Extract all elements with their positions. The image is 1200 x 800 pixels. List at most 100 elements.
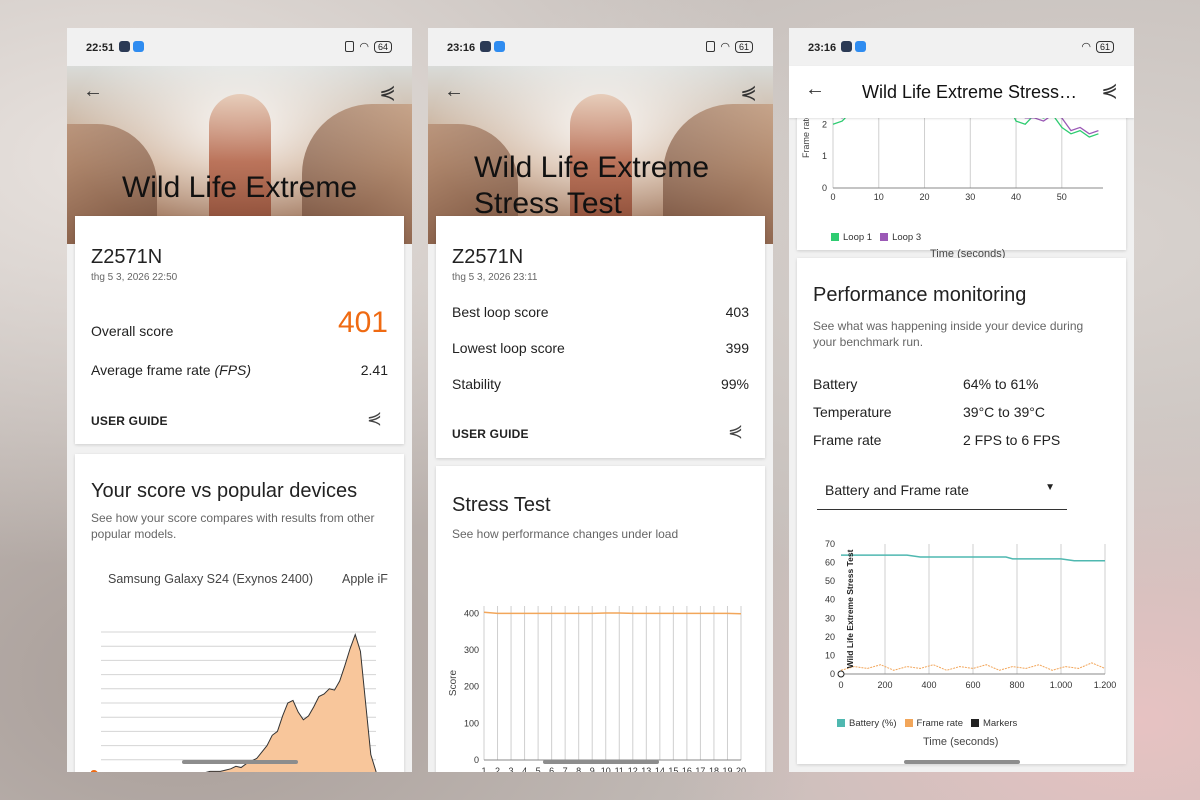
x-tick-label: 9 bbox=[590, 766, 595, 772]
wifi-icon: ◠ bbox=[1081, 41, 1091, 53]
wifi-icon: ◠ bbox=[720, 41, 730, 53]
user-guide-link[interactable]: USER GUIDE bbox=[452, 427, 529, 441]
lowest-loop-row: Lowest loop score 399 bbox=[452, 340, 749, 356]
y-tick-label: 10 bbox=[825, 650, 835, 660]
status-right: ◠ 61 bbox=[1081, 40, 1114, 53]
y-axis-title: Score bbox=[448, 670, 459, 697]
cloud-icon bbox=[494, 41, 505, 52]
x-tick-label: 800 bbox=[1009, 680, 1024, 690]
result-card: Z2571N thg 5 3, 2026 23:11 Best loop sco… bbox=[436, 216, 765, 458]
x-tick-label: 17 bbox=[695, 766, 705, 772]
fps-value: 2.41 bbox=[360, 362, 388, 378]
battery-frame-rate-chart: 0 10 20 30 40 50 60 70 0 200 400 600 800 1.000 1.200 Wi… bbox=[825, 540, 1117, 690]
frame-rate-label: Frame rate bbox=[813, 432, 882, 448]
x-tick-label: 20 bbox=[736, 766, 746, 772]
legend-text: Loop 1 bbox=[843, 232, 873, 243]
share-icon[interactable]: ⋞ bbox=[379, 82, 396, 104]
status-time: 22:51 bbox=[86, 42, 115, 54]
gesture-bar[interactable] bbox=[903, 760, 1020, 764]
legend-loop-3: Loop 3 bbox=[880, 232, 921, 243]
loop-frame-rate-chart: 010203040500123Frame rate bbox=[801, 116, 1103, 202]
x-tick-label: 400 bbox=[921, 680, 936, 690]
user-guide-link[interactable]: USER GUIDE bbox=[91, 414, 168, 428]
hero-title: Wild Life Extreme bbox=[121, 171, 358, 204]
device-name: Z2571N bbox=[452, 246, 524, 268]
wifi-icon: ◠ bbox=[359, 41, 369, 53]
share-icon[interactable]: ⋞ bbox=[1101, 80, 1118, 102]
compare-title: Your score vs popular devices bbox=[91, 480, 358, 502]
fps-label: Average frame rate bbox=[91, 362, 211, 378]
x-tick-label: 12 bbox=[628, 766, 638, 772]
cloud-icon bbox=[133, 41, 144, 52]
tab-apple[interactable]: Apple iF bbox=[342, 572, 388, 586]
score-distribution-chart bbox=[91, 631, 377, 772]
stress-card: Stress Test See how performance changes … bbox=[436, 466, 765, 772]
loop-x-axis-title: Time (seconds) bbox=[930, 248, 1006, 260]
your-score-marker bbox=[91, 770, 98, 772]
temperature-value: 39°C to 39°C bbox=[963, 404, 1046, 420]
overall-score-label: Overall score bbox=[91, 323, 174, 339]
legend-battery: Battery (%) bbox=[837, 718, 897, 729]
back-arrow-icon[interactable]: ← bbox=[444, 80, 464, 102]
device-name: Z2571N bbox=[91, 246, 163, 268]
series-line-battery bbox=[841, 554, 1105, 562]
temperature-label: Temperature bbox=[813, 404, 892, 420]
share-icon[interactable]: ⋞ bbox=[366, 408, 382, 428]
x-tick-label: 1.000 bbox=[1050, 680, 1073, 690]
y-tick-label: 300 bbox=[464, 645, 479, 655]
cloud-icon bbox=[855, 41, 866, 52]
legend-loop-1: Loop 1 bbox=[831, 232, 872, 243]
score-line bbox=[483, 611, 742, 615]
swatch bbox=[837, 719, 845, 727]
frame-rate-row: Frame rate 2 FPS to 6 FPS bbox=[813, 432, 1060, 448]
screen-stress-result: 23:16 ◠ 61 Wild Life Extreme Stress Test… bbox=[428, 28, 773, 772]
loop-legend: Loop 1 Loop 3 bbox=[831, 232, 921, 243]
share-icon[interactable]: ⋞ bbox=[740, 82, 757, 104]
x-tick-label: 5 bbox=[536, 766, 541, 772]
y-tick-label: 70 bbox=[825, 540, 835, 549]
start-marker bbox=[837, 670, 845, 678]
legend-text: Loop 3 bbox=[892, 232, 922, 243]
gesture-bar[interactable] bbox=[542, 760, 659, 764]
back-arrow-icon[interactable]: ← bbox=[83, 80, 103, 102]
x-tick-label: 1.200 bbox=[1094, 680, 1117, 690]
status-right: ◠ 61 bbox=[706, 40, 753, 53]
swatch bbox=[831, 233, 839, 241]
overall-score-row: Overall score 401 bbox=[91, 306, 388, 340]
dropdown-value: Battery and Frame rate bbox=[825, 482, 969, 498]
battery-icon: 61 bbox=[1095, 40, 1114, 53]
vibrate-icon bbox=[706, 41, 716, 52]
lowest-loop-value: 399 bbox=[725, 340, 749, 356]
back-arrow-icon[interactable]: ← bbox=[805, 78, 825, 100]
vibrate-icon bbox=[345, 41, 355, 52]
status-right: ◠ 64 bbox=[345, 40, 392, 53]
app-bar-title: Wild Life Extreme Stress… bbox=[862, 82, 1078, 102]
best-loop-value: 403 bbox=[725, 304, 749, 320]
battery-icon: 61 bbox=[734, 40, 753, 53]
performance-subtitle: See what was happening inside your devic… bbox=[813, 319, 1084, 349]
stability-value: 99% bbox=[720, 376, 749, 392]
y-tick-label: 60 bbox=[825, 558, 835, 568]
x-tick-label: 200 bbox=[877, 680, 892, 690]
fps-unit: (FPS) bbox=[214, 362, 252, 378]
status-time: 23:16 bbox=[808, 42, 837, 54]
best-loop-label: Best loop score bbox=[452, 304, 549, 320]
legend-text: Markers bbox=[982, 718, 1018, 729]
y-tick-label: 2 bbox=[822, 119, 827, 129]
lowest-loop-label: Lowest loop score bbox=[452, 340, 565, 356]
share-icon[interactable]: ⋞ bbox=[727, 421, 743, 441]
y-tick-label: 20 bbox=[825, 632, 835, 642]
app-icon bbox=[480, 41, 491, 52]
x-tick-label: 6 bbox=[549, 766, 554, 772]
status-bar: 23:16 ◠ 61 bbox=[789, 28, 1134, 66]
gesture-bar[interactable] bbox=[181, 760, 298, 764]
compare-card: Your score vs popular devices See how yo… bbox=[75, 454, 404, 772]
legend-text: Frame rate bbox=[916, 718, 963, 729]
hero-title: Wild Life Extreme Stress Test bbox=[474, 151, 710, 220]
chart-type-dropdown[interactable]: Battery and Frame rate ▼ bbox=[817, 476, 1067, 510]
y-tick-label: 1 bbox=[822, 151, 827, 161]
chevron-down-icon: ▼ bbox=[1045, 482, 1055, 493]
x-tick-label: 14 bbox=[655, 766, 665, 772]
tab-samsung-galaxy-s24[interactable]: Samsung Galaxy S24 (Exynos 2400) bbox=[91, 572, 330, 596]
y-tick-label: 0 bbox=[830, 669, 835, 679]
